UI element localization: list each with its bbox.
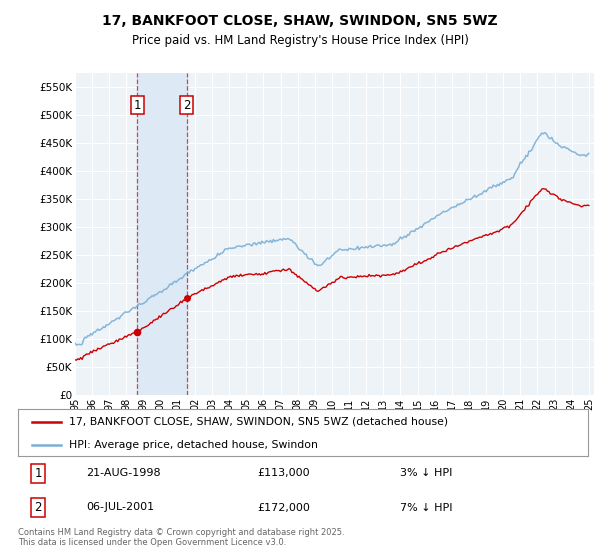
Text: 17, BANKFOOT CLOSE, SHAW, SWINDON, SN5 5WZ (detached house): 17, BANKFOOT CLOSE, SHAW, SWINDON, SN5 5…: [70, 417, 448, 427]
Text: 3% ↓ HPI: 3% ↓ HPI: [400, 468, 452, 478]
Text: 7% ↓ HPI: 7% ↓ HPI: [400, 502, 452, 512]
Text: 17, BANKFOOT CLOSE, SHAW, SWINDON, SN5 5WZ: 17, BANKFOOT CLOSE, SHAW, SWINDON, SN5 5…: [102, 14, 498, 28]
Text: 1: 1: [34, 467, 42, 480]
Text: 21-AUG-1998: 21-AUG-1998: [86, 468, 161, 478]
Bar: [137, 73, 187, 395]
Text: Contains HM Land Registry data © Crown copyright and database right 2025.
This d: Contains HM Land Registry data © Crown c…: [18, 528, 344, 547]
Text: £113,000: £113,000: [257, 468, 310, 478]
Text: 1: 1: [134, 99, 141, 111]
Text: 2: 2: [183, 99, 190, 111]
Text: £172,000: £172,000: [257, 502, 310, 512]
Text: Price paid vs. HM Land Registry's House Price Index (HPI): Price paid vs. HM Land Registry's House …: [131, 34, 469, 46]
Text: 06-JUL-2001: 06-JUL-2001: [86, 502, 155, 512]
Text: 2: 2: [34, 501, 42, 514]
Text: HPI: Average price, detached house, Swindon: HPI: Average price, detached house, Swin…: [70, 440, 318, 450]
